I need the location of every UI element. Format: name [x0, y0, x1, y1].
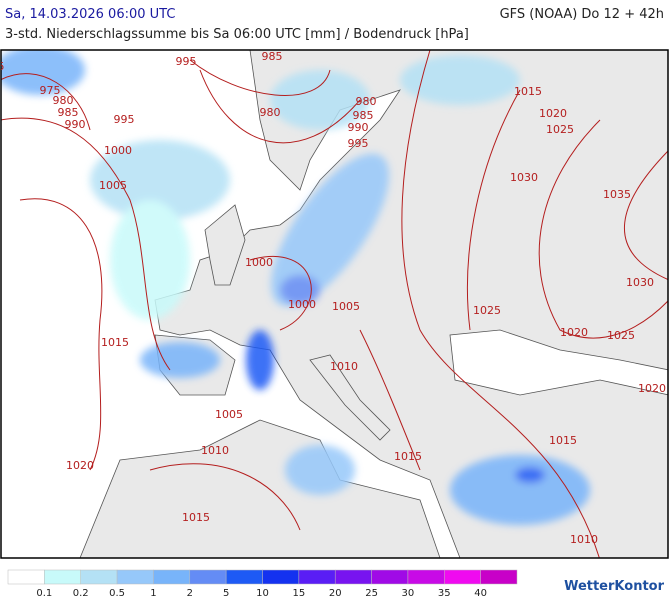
legend-swatch: [334, 569, 372, 585]
isobar-label: 1000: [104, 144, 132, 157]
isobar-label: 995: [114, 113, 135, 126]
isobar-label: 980: [356, 95, 377, 108]
brand: WetterKontor: [564, 579, 665, 594]
isobar-label: 1015: [182, 511, 210, 524]
isobar-label: 1020: [539, 107, 567, 120]
isobar-labels: 9659759809859909959859959801000100598098…: [0, 50, 666, 546]
legend-swatch: [407, 569, 445, 585]
legend-label: 20: [329, 588, 342, 599]
legend-swatch: [116, 569, 154, 585]
isobar-label: 1020: [638, 382, 666, 395]
legend-label: 5: [223, 588, 229, 599]
legend-label: 15: [292, 588, 305, 599]
isobar-label: 1010: [330, 360, 358, 373]
isobar-label: 975: [40, 84, 61, 97]
isobar-label: 1005: [215, 408, 243, 421]
isobar-label: 1010: [570, 533, 598, 546]
isobar-label: 1030: [510, 171, 538, 184]
isobar-label: 990: [65, 118, 86, 131]
legend-label: 35: [438, 588, 451, 599]
legend-label: 0.2: [73, 588, 89, 599]
isobar-label: 1025: [546, 123, 574, 136]
isobar-label: 1015: [394, 450, 422, 463]
legend-label: 0.5: [109, 588, 125, 599]
legend-swatch: [189, 569, 227, 585]
legend-swatch: [298, 569, 336, 585]
isobar-label: 985: [353, 109, 374, 122]
isobar-label: 1025: [473, 304, 501, 317]
map: [1, 50, 668, 558]
legend-label: 25: [365, 588, 378, 599]
isobar-label: 1015: [549, 434, 577, 447]
map-frame: [0, 49, 669, 559]
isobar-label: 1030: [626, 276, 654, 289]
isobar-label: 1000: [288, 298, 316, 311]
isobar-label: 980: [260, 106, 281, 119]
legend-swatch: [371, 569, 409, 585]
isobar-label: 995: [176, 55, 197, 68]
isobar-label: 1015: [514, 85, 542, 98]
isobar-label: 985: [58, 106, 79, 119]
legend-label: 10: [256, 588, 269, 599]
legend-label: 0.1: [36, 588, 52, 599]
legend-swatch: [225, 569, 263, 585]
legend-label: 1: [150, 588, 156, 599]
legend-label: 30: [402, 588, 415, 599]
isobar-label: 985: [262, 50, 283, 63]
isobar-label: 990: [348, 121, 369, 134]
legend-swatch: [80, 569, 118, 585]
isobar-label: 995: [348, 137, 369, 150]
isobar-label: 980: [53, 94, 74, 107]
isobar-label: 1005: [99, 179, 127, 192]
isobar-label: 1000: [245, 256, 273, 269]
legend-swatch: [153, 569, 191, 585]
isobar-label: 1025: [607, 329, 635, 342]
isobar-label: 1035: [603, 188, 631, 201]
isobar-label: 1005: [332, 300, 360, 313]
isobar-label: 1010: [201, 444, 229, 457]
legend-swatch: [444, 569, 481, 585]
isobar-label: 965: [0, 60, 5, 73]
subtitle: 3-std. Niederschlagssumme bis Sa 06:00 U…: [5, 27, 469, 42]
model: GFS (NOAA) Do 12 + 42h: [500, 7, 664, 22]
date: Sa, 14.03.2026 06:00 UTC: [5, 7, 175, 22]
legend-swatch: [7, 569, 45, 585]
legend-swatch: [480, 569, 518, 585]
legend-swatch: [44, 569, 81, 585]
legend-label: 2: [187, 588, 193, 599]
isobar-label: 1020: [560, 326, 588, 339]
isobar-label: 1020: [66, 459, 94, 472]
legend-label: 40: [474, 588, 487, 599]
legend-swatch: [262, 569, 300, 585]
isobar-label: 1015: [101, 336, 129, 349]
